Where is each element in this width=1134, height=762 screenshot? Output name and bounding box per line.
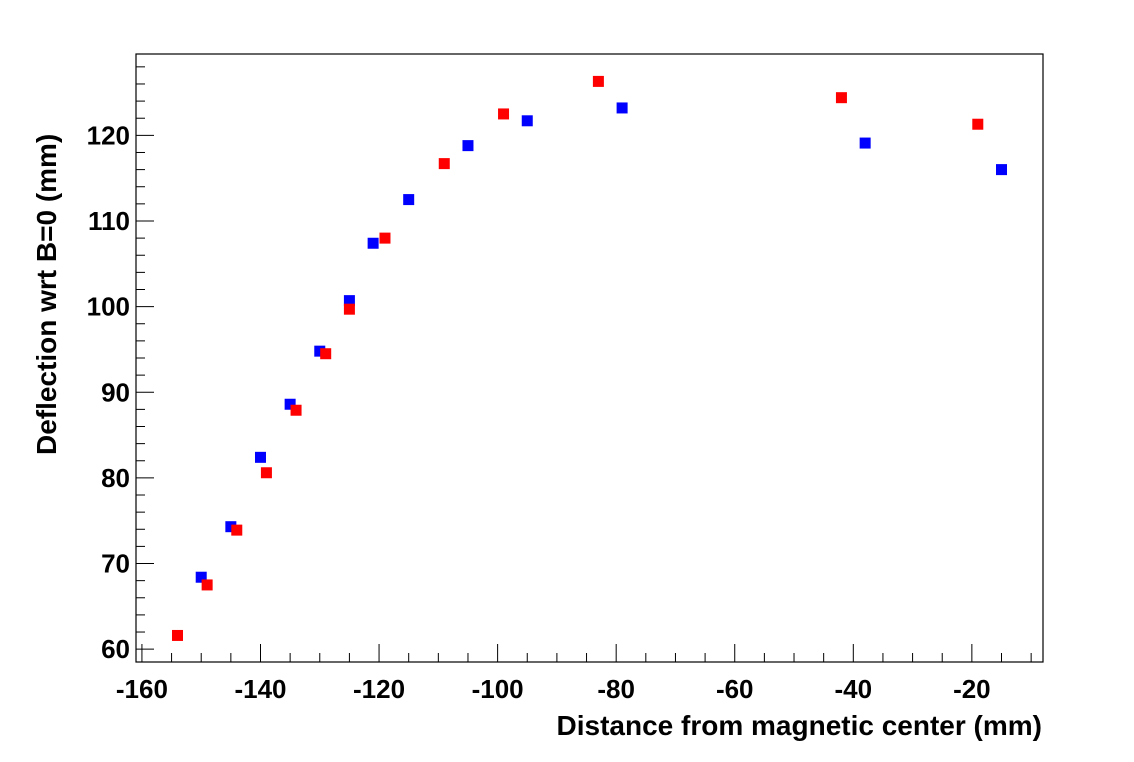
- x-tick-label: -60: [716, 674, 754, 704]
- data-point: [521, 115, 533, 127]
- data-point: [859, 137, 871, 149]
- data-point: [343, 303, 355, 315]
- y-tick-label: 100: [87, 292, 130, 322]
- data-point: [379, 232, 391, 244]
- data-point: [367, 237, 379, 249]
- data-point: [972, 118, 984, 130]
- x-tick-label: -20: [953, 674, 991, 704]
- data-point: [996, 164, 1008, 176]
- x-tick-label: -80: [597, 674, 635, 704]
- data-point: [403, 194, 415, 206]
- data-point: [592, 75, 604, 87]
- x-tick-label: -120: [353, 674, 405, 704]
- series-1: [195, 102, 1008, 583]
- data-point: [438, 158, 450, 170]
- x-tick-label: -100: [472, 674, 524, 704]
- x-tick-label: -160: [116, 674, 168, 704]
- data-points: [171, 75, 1008, 641]
- axes: [135, 53, 1044, 663]
- data-point: [835, 92, 847, 104]
- y-tick-label: 110: [88, 206, 130, 236]
- plot-frame: [135, 53, 1044, 663]
- data-point: [314, 345, 326, 357]
- data-point: [254, 451, 266, 463]
- data-point: [201, 579, 213, 591]
- data-point: [498, 108, 510, 120]
- data-point: [171, 629, 183, 641]
- series-2: [171, 75, 984, 641]
- x-tick-label: -140: [234, 674, 286, 704]
- data-point: [320, 348, 332, 360]
- y-tick-label: 70: [101, 549, 130, 579]
- data-point: [225, 521, 237, 533]
- y-axis-title: Deflection wrt B=0 (mm): [31, 134, 62, 455]
- y-tick-label: 60: [101, 634, 130, 664]
- x-axis-title: Distance from magnetic center (mm): [557, 710, 1042, 741]
- y-tick-label: 120: [87, 120, 130, 150]
- y-tick-label: 80: [101, 463, 130, 493]
- data-point: [195, 571, 207, 583]
- data-point: [260, 467, 272, 479]
- y-tick-label: 90: [101, 377, 130, 407]
- data-point: [616, 102, 628, 114]
- x-tick-label: -40: [835, 674, 873, 704]
- data-point: [462, 140, 474, 152]
- tick-labels: -160 -140 -120 -100 -80 -60 -40 -20 60 70 80 90 100 1…: [87, 120, 991, 704]
- data-point: [343, 295, 355, 307]
- data-point: [231, 524, 243, 536]
- data-point: [290, 404, 302, 416]
- data-point: [284, 398, 296, 410]
